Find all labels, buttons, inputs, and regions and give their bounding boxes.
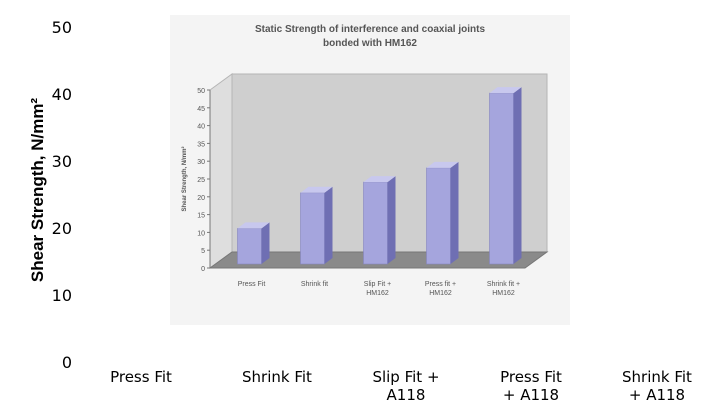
inner-x-category-label: HM162 [492, 290, 515, 297]
side-wall [209, 73, 233, 269]
inner-chart: Static Strength of interference and coax… [170, 15, 570, 325]
outer-x-category-label: Press Fit [110, 368, 172, 386]
outer-x-category-label: Slip Fit + A118 [372, 368, 440, 404]
bar-side [450, 161, 459, 264]
inner-x-category-label: HM162 [366, 290, 389, 297]
inner-y-tick-label: 5 [201, 248, 205, 255]
outer-y-tick-label: 40 [51, 85, 72, 104]
inner-x-category-label: Press Fit [238, 281, 266, 288]
inner-y-tick-label: 45 [197, 106, 205, 113]
inner-chart-title: Static Strength of interference and coax… [254, 24, 486, 49]
bar-top [489, 87, 522, 94]
inner-y-tick-label: 0 [201, 266, 205, 273]
bar [363, 181, 388, 265]
inner-chart-plot: 0 5 10 15 20 25 30 35 40 45 50 Shear Strength, N/mm… [181, 73, 549, 297]
outer-x-category-label: Shrink Fit [242, 368, 312, 386]
inner-x-category-label: Slip Fit + [364, 281, 391, 288]
outer-x-category-label: Shrink Fit + A118 [622, 368, 692, 404]
bar-side [324, 186, 333, 264]
inner-y-tick-label: 25 [197, 177, 205, 184]
inner-x-category-label: Press fit + [425, 281, 456, 288]
inner-y-axis-title: Shear Strength, N/mm² [181, 146, 188, 211]
bar-side [261, 222, 270, 264]
inner-y-tick-label: 10 [197, 230, 205, 237]
inner-y-tick-label: 35 [197, 141, 205, 148]
bar-top [300, 186, 333, 193]
outer-y-tick-label: 0 [61, 353, 72, 372]
inner-y-tick-label: 40 [197, 124, 205, 131]
inner-y-tick-label: 50 [197, 88, 205, 95]
bar-top [426, 161, 459, 168]
inner-x-category-label: Shrink fit + [487, 281, 520, 288]
bar-side [387, 176, 396, 264]
bar-top [363, 176, 396, 183]
bar-top [237, 222, 270, 229]
outer-y-tick-label: 20 [51, 219, 72, 238]
bar [300, 192, 325, 265]
inner-y-tick-label: 30 [197, 159, 205, 166]
inner-y-tick-label: 20 [197, 195, 205, 202]
y-axis-title-text: Shear Strength, N/mm² [28, 97, 47, 283]
inner-x-category-label: Shrink fit [301, 281, 328, 288]
bar-side [513, 87, 522, 265]
inner-x-category-label: HM162 [429, 290, 452, 297]
outer-y-tick-label: 10 [51, 286, 72, 305]
bar [489, 92, 514, 265]
bar [426, 167, 451, 265]
outer-y-tick-label: 50 [51, 18, 72, 37]
outer-y-tick-label: 30 [51, 152, 72, 171]
outer-x-category-label: Press Fit + A118 [500, 368, 562, 404]
bar [237, 228, 262, 265]
inner-y-tick-label: 15 [197, 213, 205, 220]
